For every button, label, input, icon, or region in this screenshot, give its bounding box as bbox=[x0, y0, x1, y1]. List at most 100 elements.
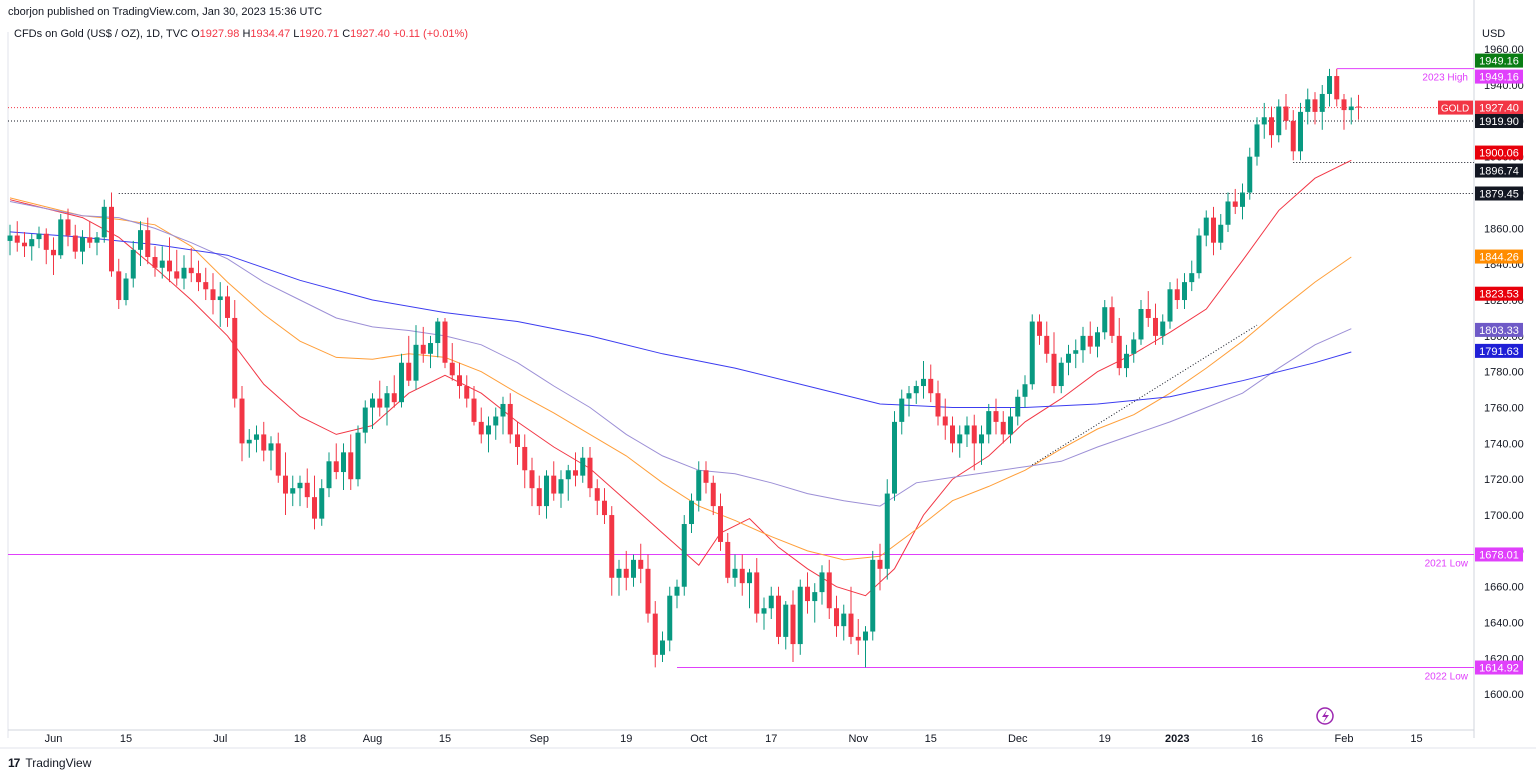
candle-body[interactable] bbox=[1276, 106, 1282, 136]
candle-body[interactable] bbox=[507, 403, 513, 435]
candle-body[interactable] bbox=[420, 344, 426, 354]
candle-body[interactable] bbox=[370, 398, 375, 408]
candle-body[interactable] bbox=[1247, 156, 1253, 193]
candle-body[interactable] bbox=[544, 475, 549, 507]
candle-body[interactable] bbox=[1189, 273, 1195, 283]
candle-body[interactable] bbox=[855, 636, 861, 641]
candle-body[interactable] bbox=[1145, 308, 1151, 318]
candle-body[interactable] bbox=[275, 443, 281, 476]
candle-body[interactable] bbox=[94, 237, 100, 243]
event-lightning-icon[interactable] bbox=[1316, 707, 1334, 725]
candle-body[interactable] bbox=[1218, 224, 1224, 243]
candle-body[interactable] bbox=[406, 362, 412, 381]
candle-body[interactable] bbox=[834, 608, 839, 627]
candle-body[interactable] bbox=[652, 613, 658, 655]
candle-body[interactable] bbox=[384, 393, 390, 408]
candle-body[interactable] bbox=[428, 343, 433, 354]
candle-body[interactable] bbox=[768, 595, 774, 609]
candle-body[interactable] bbox=[254, 434, 259, 440]
candle-body[interactable] bbox=[391, 393, 397, 403]
candle-body[interactable] bbox=[486, 425, 491, 435]
candle-body[interactable] bbox=[457, 375, 462, 387]
candle-body[interactable] bbox=[761, 608, 767, 614]
candle-body[interactable] bbox=[986, 411, 992, 435]
candle-body[interactable] bbox=[355, 432, 361, 480]
candle-body[interactable] bbox=[877, 559, 883, 569]
candle-body[interactable] bbox=[341, 452, 346, 473]
candle-body[interactable] bbox=[1167, 289, 1173, 322]
candle-body[interactable] bbox=[449, 362, 455, 376]
candle-body[interactable] bbox=[493, 416, 499, 426]
candle-body[interactable] bbox=[1044, 335, 1050, 354]
candle-body[interactable] bbox=[1196, 235, 1202, 274]
candle-body[interactable] bbox=[1124, 353, 1129, 369]
candle-body[interactable] bbox=[87, 237, 93, 243]
candle-body[interactable] bbox=[51, 249, 56, 256]
candle-body[interactable] bbox=[1290, 120, 1296, 152]
candle-body[interactable] bbox=[326, 461, 332, 489]
candle-body[interactable] bbox=[1334, 76, 1340, 100]
candle-body[interactable] bbox=[826, 572, 832, 609]
candle-body[interactable] bbox=[43, 233, 49, 250]
candle-body[interactable] bbox=[848, 613, 854, 637]
candle-body[interactable] bbox=[471, 398, 477, 422]
candle-body[interactable] bbox=[239, 398, 245, 444]
candle-body[interactable] bbox=[464, 386, 470, 399]
candle-body[interactable] bbox=[1037, 321, 1042, 336]
candle-body[interactable] bbox=[435, 321, 441, 344]
candle-body[interactable] bbox=[1182, 282, 1187, 301]
candle-body[interactable] bbox=[739, 568, 745, 584]
candle-body[interactable] bbox=[667, 595, 673, 641]
candle-body[interactable] bbox=[1348, 106, 1354, 111]
candle-body[interactable] bbox=[558, 479, 564, 494]
candle-body[interactable] bbox=[312, 497, 317, 519]
candle-body[interactable] bbox=[304, 482, 310, 498]
candle-body[interactable] bbox=[1174, 289, 1180, 301]
candle-body[interactable] bbox=[971, 425, 977, 444]
candle-body[interactable] bbox=[892, 421, 897, 494]
candle-body[interactable] bbox=[101, 206, 107, 238]
candle-body[interactable] bbox=[188, 267, 194, 274]
candle-body[interactable] bbox=[1080, 335, 1086, 351]
candle-body[interactable] bbox=[116, 271, 122, 301]
candle-body[interactable] bbox=[573, 470, 578, 476]
candle-body[interactable] bbox=[703, 470, 709, 483]
candle-body[interactable] bbox=[1051, 353, 1057, 387]
candle-body[interactable] bbox=[790, 604, 796, 645]
candle-body[interactable] bbox=[1225, 201, 1231, 225]
candle-body[interactable] bbox=[196, 273, 201, 283]
candle-body[interactable] bbox=[522, 446, 528, 471]
candle-body[interactable] bbox=[602, 500, 607, 516]
candle-body[interactable] bbox=[333, 461, 339, 473]
candle-body[interactable] bbox=[884, 493, 890, 569]
candle-body[interactable] bbox=[776, 595, 781, 637]
candle-body[interactable] bbox=[246, 439, 252, 444]
candle-body[interactable] bbox=[1087, 335, 1093, 347]
candle-body[interactable] bbox=[841, 613, 847, 627]
candle-body[interactable] bbox=[217, 296, 223, 301]
candle-body[interactable] bbox=[696, 470, 702, 501]
candle-body[interactable] bbox=[1356, 106, 1361, 108]
candle-body[interactable] bbox=[580, 457, 586, 476]
candle-body[interactable] bbox=[72, 235, 78, 252]
candle-body[interactable] bbox=[1138, 308, 1144, 340]
candle-body[interactable] bbox=[500, 403, 506, 417]
candle-body[interactable] bbox=[718, 506, 723, 542]
candle-body[interactable] bbox=[1261, 117, 1267, 125]
candle-body[interactable] bbox=[1008, 416, 1013, 435]
candle-body[interactable] bbox=[319, 488, 325, 519]
candle-body[interactable] bbox=[979, 434, 984, 444]
candle-body[interactable] bbox=[167, 260, 172, 272]
candle-body[interactable] bbox=[783, 604, 789, 637]
candle-body[interactable] bbox=[1073, 350, 1079, 354]
candle-body[interactable] bbox=[689, 500, 694, 525]
candle-body[interactable] bbox=[138, 230, 143, 250]
candle-body[interactable] bbox=[797, 586, 803, 645]
candle-body[interactable] bbox=[348, 452, 354, 480]
candle-body[interactable] bbox=[1341, 99, 1347, 111]
candle-body[interactable] bbox=[1305, 99, 1311, 112]
candle-body[interactable] bbox=[906, 393, 912, 399]
candle-body[interactable] bbox=[377, 398, 383, 408]
candle-body[interactable] bbox=[232, 317, 238, 399]
candle-body[interactable] bbox=[1327, 76, 1332, 94]
